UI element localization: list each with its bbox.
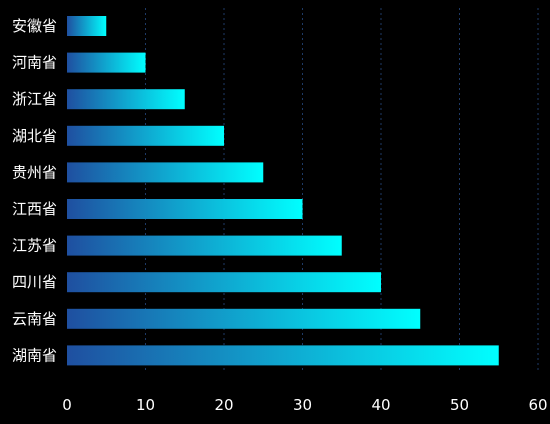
category-label-0: 安徽省 xyxy=(12,17,57,35)
bar-7[interactable] xyxy=(67,272,381,293)
category-label-1: 河南省 xyxy=(12,54,57,72)
category-label-2: 浙江省 xyxy=(12,90,57,108)
bars xyxy=(67,16,499,366)
x-axis-labels: 0 10 20 30 40 50 60 xyxy=(62,396,547,414)
bar-1[interactable] xyxy=(67,52,146,73)
category-label-3: 湖北省 xyxy=(12,127,57,145)
category-label-5: 江西省 xyxy=(12,200,57,218)
category-label-4: 贵州省 xyxy=(12,163,57,181)
bar-3[interactable] xyxy=(67,125,224,146)
x-tick-label-30: 30 xyxy=(293,396,312,414)
bar-6[interactable] xyxy=(67,235,342,256)
x-tick-label-40: 40 xyxy=(371,396,390,414)
x-tick-label-10: 10 xyxy=(136,396,155,414)
category-label-8: 云南省 xyxy=(12,310,57,328)
category-label-9: 湖南省 xyxy=(12,346,57,364)
bar-5[interactable] xyxy=(67,199,303,219)
category-label-7: 四川省 xyxy=(12,273,57,291)
x-tick-label-0: 0 xyxy=(62,396,72,414)
x-tick-label-50: 50 xyxy=(450,396,469,414)
bar-2[interactable] xyxy=(67,89,185,110)
bar-4[interactable] xyxy=(67,162,264,183)
category-label-6: 江苏省 xyxy=(12,237,57,255)
x-tick-label-60: 60 xyxy=(528,396,547,414)
x-tick-label-20: 20 xyxy=(214,396,233,414)
bar-0[interactable] xyxy=(67,16,107,36)
grid-lines xyxy=(145,8,539,372)
bar-9[interactable] xyxy=(67,345,499,366)
bar-8[interactable] xyxy=(67,308,421,329)
